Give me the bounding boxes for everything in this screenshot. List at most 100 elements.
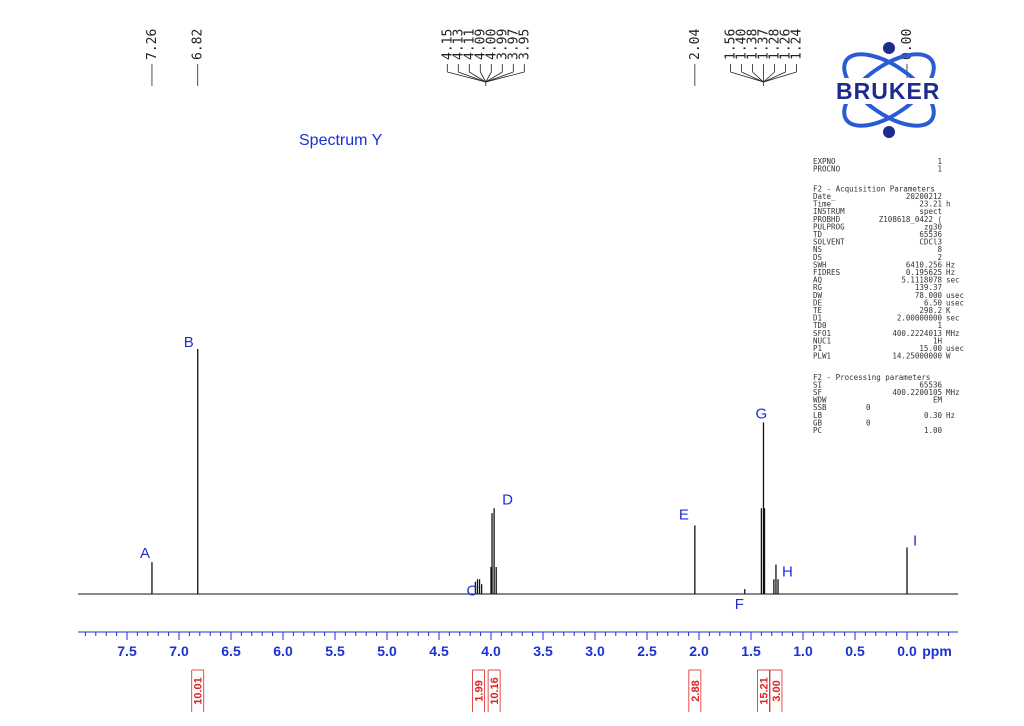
param-name: WDW <box>813 396 827 405</box>
param-unit: sec <box>946 276 960 285</box>
shift-label: 4.09 <box>473 29 488 60</box>
axis-tick-label: 7.5 <box>117 643 137 659</box>
param-unit: Hz <box>946 411 955 420</box>
shift-label: 3.99 <box>495 29 510 60</box>
shift-label: 4.13 <box>451 29 466 60</box>
param-value: 1H <box>933 336 943 345</box>
param-unit: MHz <box>946 388 960 397</box>
shift-leader <box>763 71 786 83</box>
param-value: 1.00 <box>924 426 943 435</box>
shift-leader <box>485 71 503 83</box>
param-name: PROCNO <box>813 165 841 174</box>
param-value: EM <box>933 396 943 405</box>
shift-label: 2.04 <box>688 29 703 60</box>
param-unit: usec <box>946 344 964 353</box>
peak-label: D <box>502 491 513 508</box>
param-value: CDCl3 <box>919 238 942 247</box>
param-value: 0 <box>866 403 871 412</box>
shift-leader <box>485 71 525 83</box>
axis-unit-label: ppm <box>922 643 952 659</box>
shift-leader <box>730 71 764 83</box>
axis-tick-label: 0.0 <box>897 643 917 659</box>
param-value: 400.2200105 <box>892 388 942 397</box>
peak-label: C <box>467 582 478 599</box>
param-name: INSTRUM <box>813 207 845 216</box>
param-name: SWH <box>813 260 827 269</box>
axis-tick-label: 4.0 <box>481 643 501 659</box>
param-name: Time <box>813 200 832 209</box>
param-name: DE <box>813 298 823 307</box>
param-name: EXPNO <box>813 157 836 166</box>
param-value: 0.195625 <box>906 268 942 277</box>
shift-leader <box>741 71 764 83</box>
param-value: 2.00000000 <box>897 314 943 323</box>
shift-leader <box>485 71 514 83</box>
param-value: 2 <box>937 253 942 262</box>
integral-value: 1.99 <box>474 680 486 701</box>
param-name: TD <box>813 230 823 239</box>
param-value: 65536 <box>919 380 942 389</box>
shift-label: 3.97 <box>506 29 521 60</box>
peak-label: G <box>755 406 767 423</box>
param-name: D1 <box>813 314 822 323</box>
peak-label: E <box>679 506 689 523</box>
shift-label: 4.11 <box>462 29 477 60</box>
param-name: NUC1 <box>813 336 831 345</box>
param-value: 1 <box>937 157 942 166</box>
param-value: 0 <box>866 418 871 427</box>
param-value: 15.00 <box>919 344 942 353</box>
shift-leader <box>458 71 486 83</box>
integral-value: 3.00 <box>771 680 783 701</box>
axis-tick-label: 6.5 <box>221 643 241 659</box>
shift-label: 0.00 <box>900 29 915 60</box>
shift-label: 1.28 <box>767 29 782 60</box>
param-name: SF <box>813 388 823 397</box>
axis-tick-label: 2.0 <box>689 643 709 659</box>
param-name: PC <box>813 426 822 435</box>
param-unit: usec <box>946 291 964 300</box>
integral-value: 10.01 <box>193 677 205 705</box>
param-name: LB <box>813 411 823 420</box>
param-value: 65536 <box>919 230 942 239</box>
peak-label: B <box>184 334 194 351</box>
axis-tick-label: 1.5 <box>741 643 761 659</box>
axis-tick-label: 6.0 <box>273 643 293 659</box>
axis-tick-label: 3.0 <box>585 643 605 659</box>
param-value: 298.2 <box>919 306 942 315</box>
param-value: 8 <box>937 245 942 254</box>
peak-label: F <box>735 596 744 613</box>
shift-leader <box>469 71 487 83</box>
param-unit: Hz <box>946 268 955 277</box>
shift-label: 1.37 <box>756 29 771 60</box>
param-name: DS <box>813 253 823 262</box>
shift-leader <box>752 71 764 83</box>
param-unit: sec <box>946 314 960 323</box>
param-value: 6.50 <box>924 298 943 307</box>
param-name: PLW1 <box>813 352 831 361</box>
axis-tick-label: 7.0 <box>169 643 189 659</box>
param-value: 14.25000000 <box>892 352 942 361</box>
param-value: 1 <box>937 321 942 330</box>
param-name: SOLVENT <box>813 238 845 247</box>
shift-leader <box>479 71 487 83</box>
peak-labels: A B C D E F G H I <box>140 334 917 613</box>
axis-tick-label: 5.0 <box>377 643 397 659</box>
shift-label: 3.95 <box>517 29 532 60</box>
axis-tick-label: 5.5 <box>325 643 345 659</box>
param-value: 400.2224013 <box>892 329 942 338</box>
integral-value: 15.21 <box>758 677 770 705</box>
acquisition-parameters-panel: EXPNO 1 PROCNO 1 F2 - Acquisition Parameters… <box>813 157 964 435</box>
axis-tick-label: 2.5 <box>637 643 657 659</box>
spectrum-trace <box>78 349 958 595</box>
axis-tick-label: 3.5 <box>533 643 553 659</box>
shift-label: 6.82 <box>191 29 206 60</box>
param-name: FIDRES <box>813 268 841 277</box>
param-unit: W <box>946 352 951 361</box>
acquisition-title: F2 - Acquisition Parameters <box>813 184 935 193</box>
axis-tick-label: 1.0 <box>793 643 813 659</box>
chemical-shift-labels: 7.26 6.82 4.154.134.114.094.003.993.973.95… <box>145 29 915 86</box>
spectrum-title: Spectrum Y <box>299 132 383 149</box>
param-name: TD0 <box>813 321 827 330</box>
param-value: 23.21 <box>919 200 942 209</box>
